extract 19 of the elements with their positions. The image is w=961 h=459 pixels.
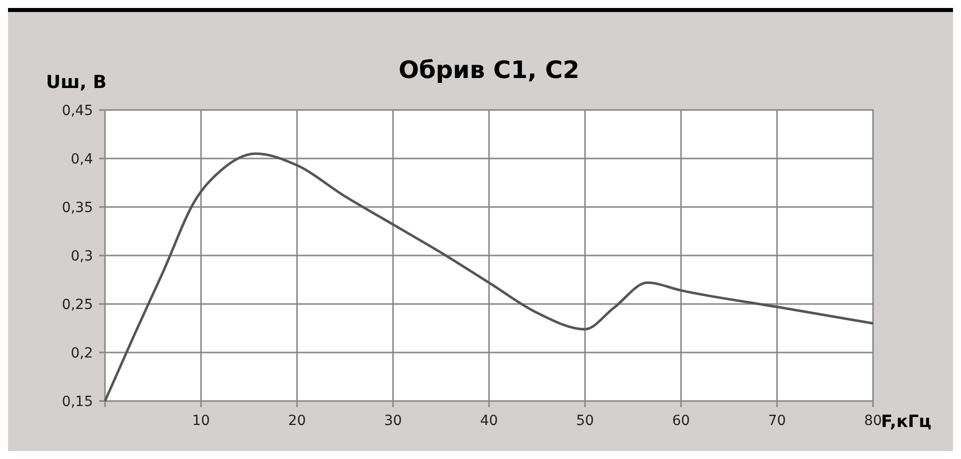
chart-title: Обрив С1, С2 [398,56,580,84]
x-tick-label: 80 [864,413,882,429]
x-tick-label: 70 [768,413,786,429]
x-tick-label: 40 [480,413,498,429]
x-axis-title: F,кГц [881,412,932,432]
x-tick-label: 30 [384,413,402,429]
line-series [104,152,874,402]
y-axis-title: Uш, В [46,72,107,93]
y-tick-label: 0,2 [70,346,93,362]
y-tick-label: 0,4 [70,152,94,168]
y-tick-label: 0,45 [62,103,93,119]
y-tick-label: 0,25 [62,297,93,313]
x-tick-label: 10 [192,413,210,429]
y-tick-label: 0,15 [62,394,93,410]
x-tick-label: 20 [288,413,306,429]
x-tick-label: 60 [672,413,690,429]
y-tick-label: 0,3 [70,248,93,264]
x-tick-label: 50 [576,413,594,429]
y-tick-label: 0,35 [62,200,93,216]
